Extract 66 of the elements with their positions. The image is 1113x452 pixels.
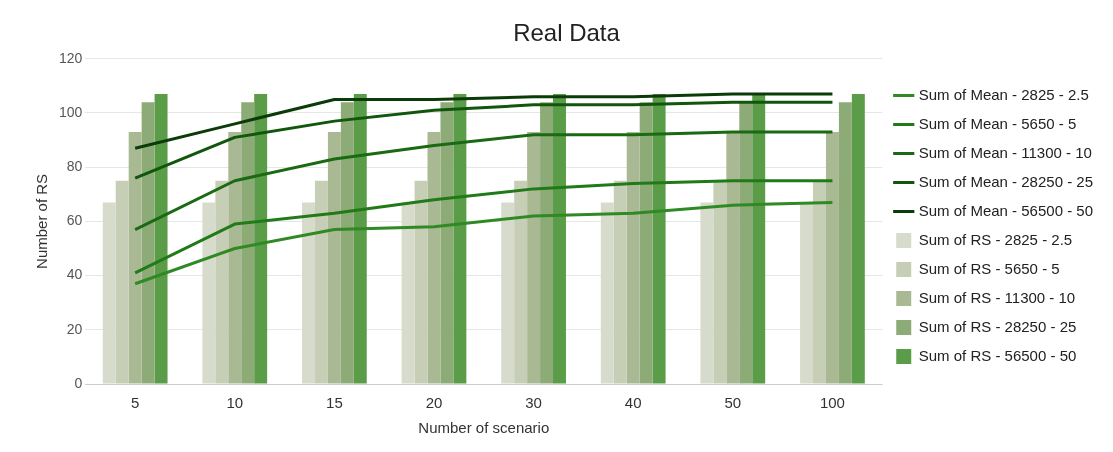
x-tick-label: 20 [425, 394, 443, 412]
bar [154, 94, 168, 384]
legend-label: Sum of Mean - 56500 - 50 [918, 201, 1093, 219]
bar [825, 131, 839, 384]
bar [241, 102, 255, 384]
x-tick-label: 10 [226, 394, 244, 412]
y-tick-label: 60 [66, 212, 83, 229]
legend-label: Sum of RS - 2825 - 2.5 [918, 230, 1073, 248]
bar [527, 131, 541, 384]
legend-label: Sum of RS - 28250 - 25 [918, 317, 1077, 335]
bar [314, 180, 328, 384]
bar [540, 102, 554, 384]
bar [228, 131, 242, 384]
bar [302, 202, 315, 384]
y-tick-label: 40 [66, 266, 83, 283]
bar [626, 131, 640, 384]
bar [613, 180, 627, 384]
x-tick-label: 5 [130, 394, 140, 412]
x-tick-label: 30 [525, 394, 542, 412]
bar [115, 180, 129, 384]
bar [739, 102, 753, 384]
y-axis-title: Number of RS [33, 173, 51, 269]
bar [141, 102, 155, 384]
legend-label: Sum of Mean - 28250 - 25 [918, 172, 1093, 190]
bar [838, 102, 852, 384]
legend-label: Sum of Mean - 11300 - 10 [918, 143, 1092, 161]
y-tick-label: 80 [66, 158, 83, 175]
bar [102, 202, 116, 384]
bar [215, 180, 229, 384]
y-tick-label: 20 [66, 320, 83, 337]
y-tick-label: 120 [59, 49, 83, 66]
bar [514, 180, 528, 384]
bar [652, 94, 666, 384]
bar [440, 102, 454, 384]
x-tick-label: 100 [819, 394, 845, 412]
bar [851, 94, 865, 384]
bar [340, 102, 354, 384]
x-tick-label: 15 [326, 394, 343, 412]
bar [501, 202, 515, 384]
legend-label: Sum of RS - 5650 - 5 [918, 259, 1060, 277]
x-tick-label: 40 [624, 394, 642, 412]
bar [327, 131, 341, 384]
bar [800, 202, 814, 384]
bar [600, 202, 614, 384]
bar [752, 94, 766, 384]
chart-title: Real Data [513, 19, 621, 47]
bar [713, 180, 727, 384]
bar [553, 94, 566, 384]
legend-label: Sum of Mean - 2825 - 2.5 [918, 85, 1089, 103]
bar [813, 180, 826, 384]
x-axis-title: Number of scenario [418, 419, 550, 437]
bar [414, 180, 428, 384]
x-tick-label: 50 [724, 394, 742, 412]
bar [726, 131, 740, 384]
legend-label: Sum of RS - 56500 - 50 [918, 346, 1077, 364]
bar [401, 202, 415, 384]
bar [202, 202, 216, 384]
bar [353, 94, 367, 384]
legend-label: Sum of Mean - 5650 - 5 [918, 114, 1077, 132]
bar [453, 94, 467, 384]
bar [254, 94, 268, 384]
bar [700, 202, 714, 384]
y-tick-label: 0 [74, 374, 83, 391]
legend-label: Sum of RS - 11300 - 10 [918, 288, 1076, 306]
y-tick-label: 100 [59, 103, 83, 120]
bar [128, 131, 142, 384]
